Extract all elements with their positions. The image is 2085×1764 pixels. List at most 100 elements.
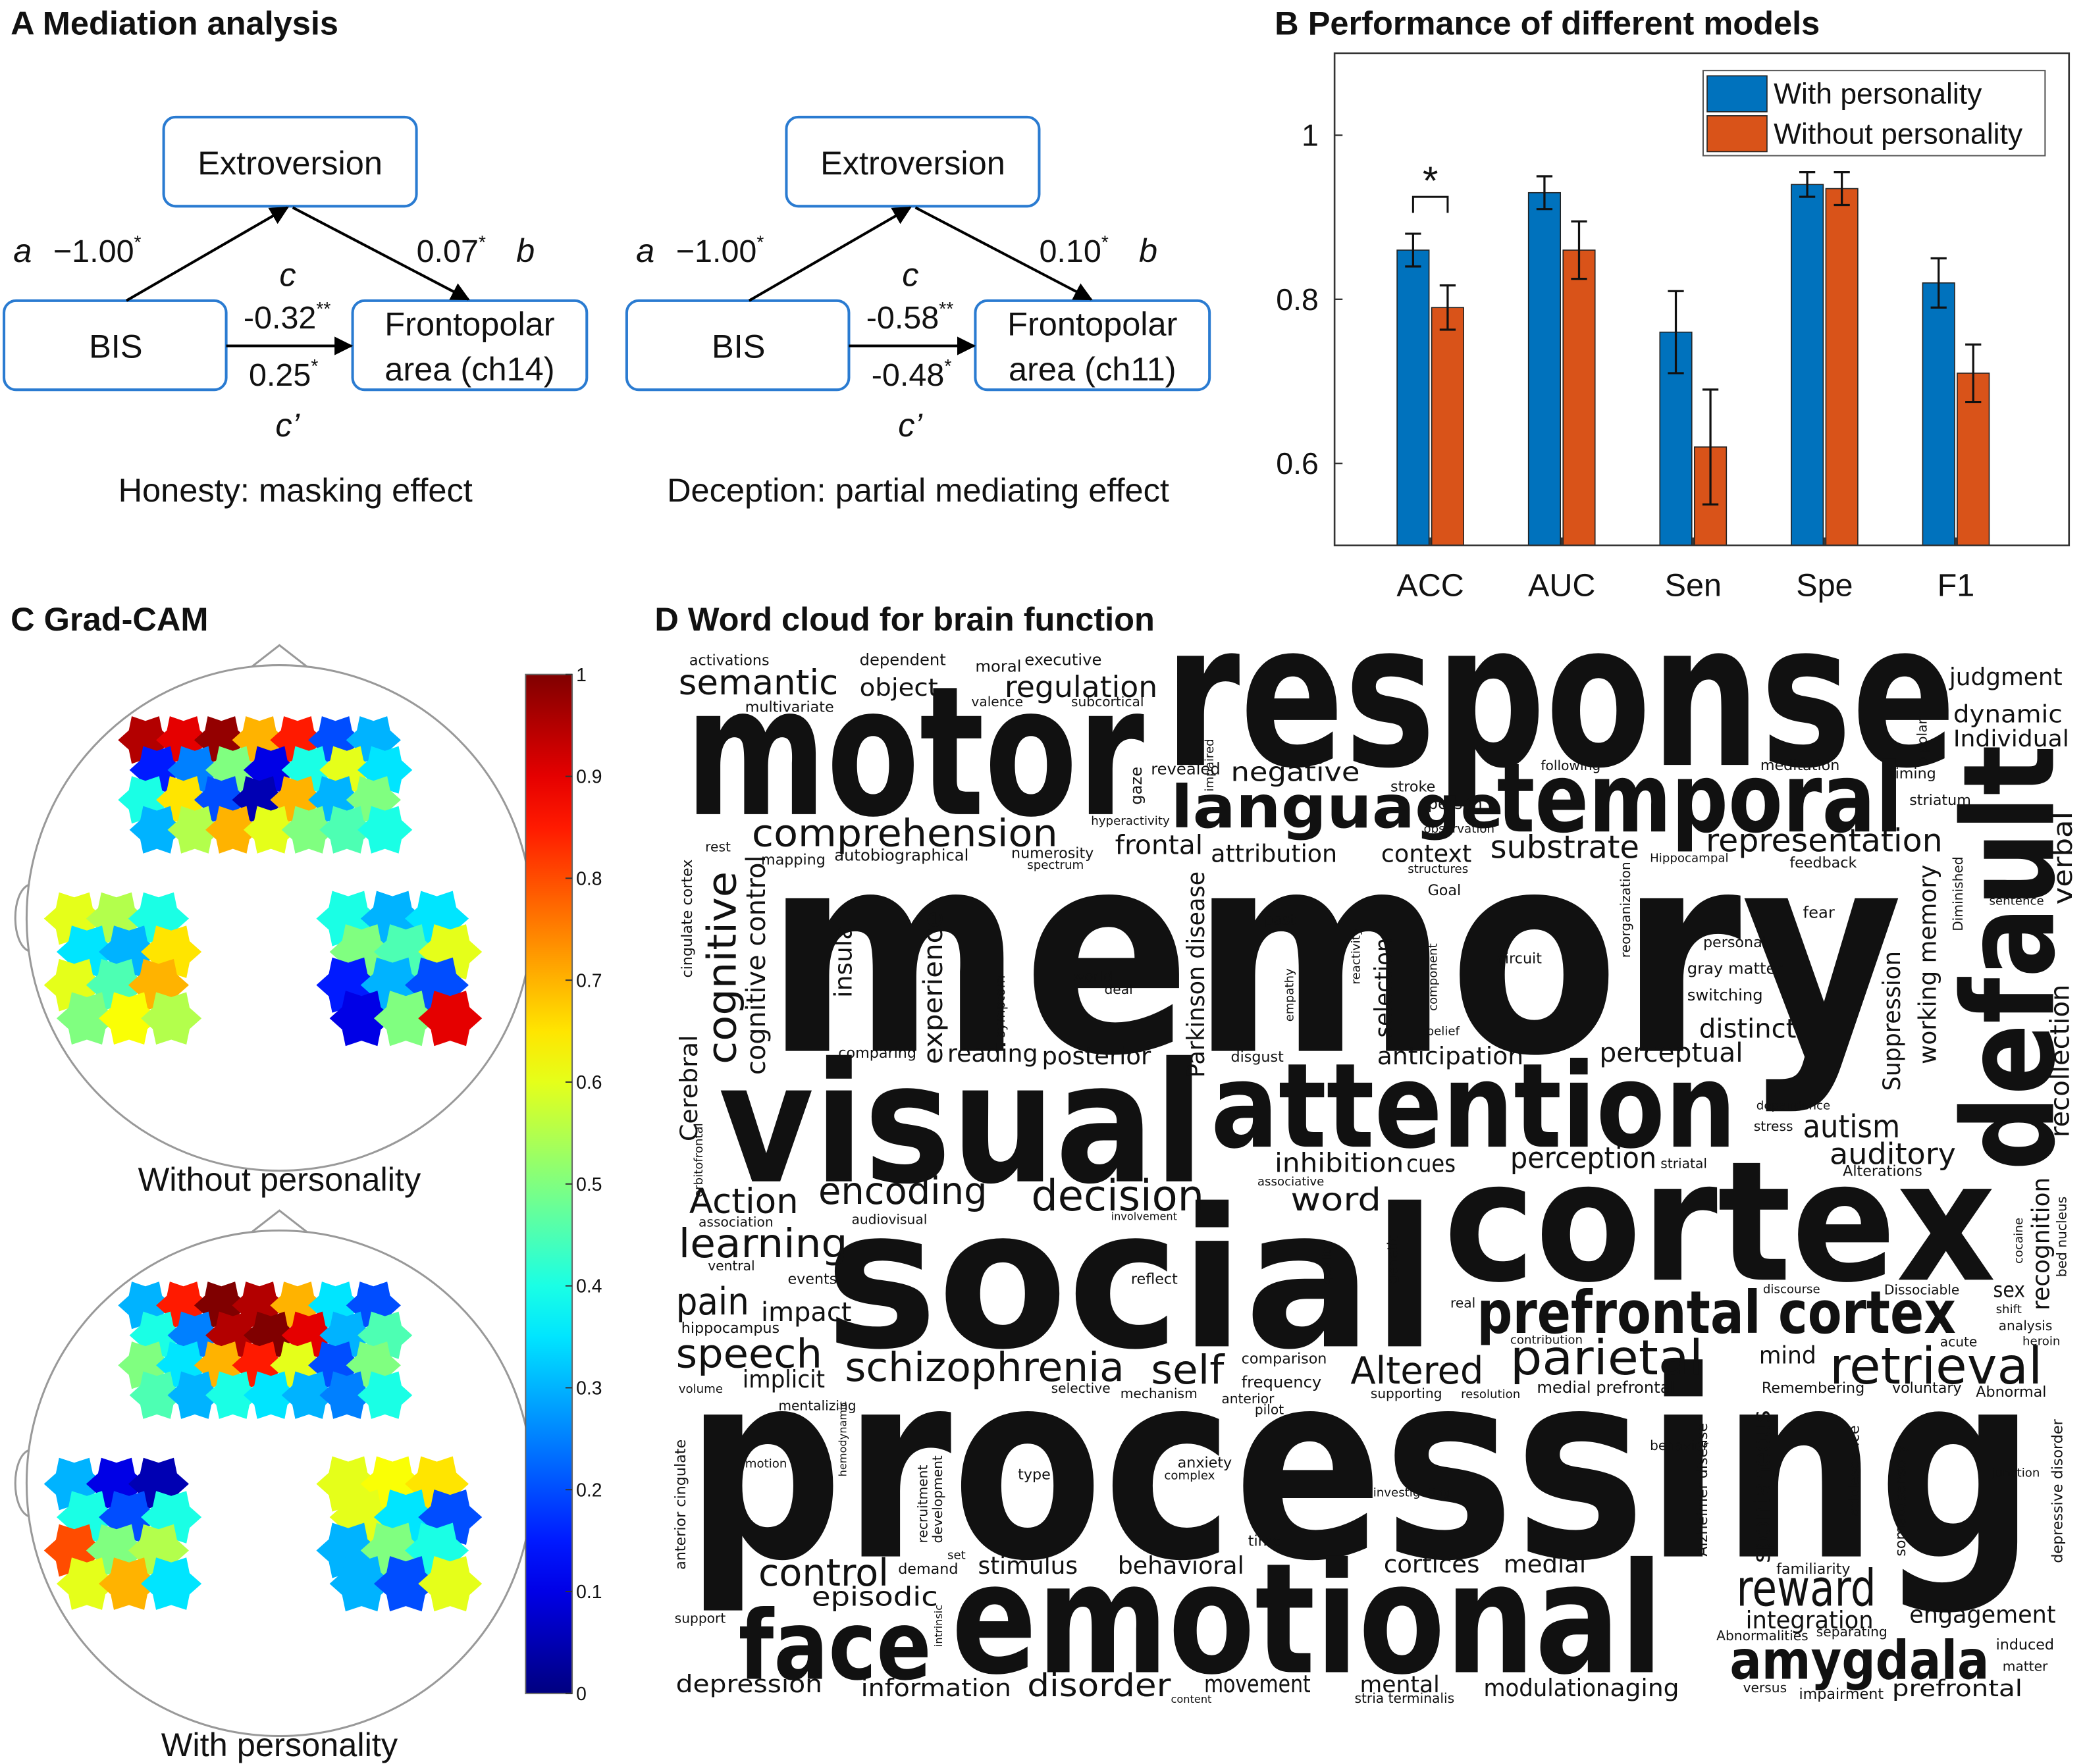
error-bar — [1439, 284, 1456, 331]
error-bar — [1965, 343, 1982, 403]
activation-patch — [141, 1557, 202, 1610]
word: development — [930, 1455, 945, 1543]
panel-d-title: D Word cloud for brain function — [654, 600, 1155, 638]
error-bar — [1571, 220, 1587, 280]
word: acute — [1940, 1334, 1978, 1349]
word: investigating — [1373, 1486, 1451, 1500]
bar — [1527, 192, 1562, 546]
x-tick-label: AUC — [1528, 567, 1595, 603]
coefficient-value: -0.58 — [866, 300, 939, 336]
word: stria terminalis — [1354, 1690, 1454, 1706]
panel-a-title: A Mediation analysis — [11, 5, 338, 42]
word: quality — [1320, 1243, 1334, 1284]
word: cues — [1406, 1150, 1456, 1178]
path-b-arrow — [292, 206, 470, 301]
word: response — [1164, 581, 1956, 812]
activation-patch — [357, 1371, 413, 1419]
word: cingulate cortex — [679, 860, 696, 978]
word: cortices — [1384, 1550, 1480, 1578]
head-map: With personality — [14, 1209, 545, 1763]
word: past — [1264, 912, 1296, 929]
activation-patch — [167, 1371, 223, 1419]
diagram-caption: Honesty: masking effect — [119, 471, 473, 509]
x-tick-label: Spe — [1796, 567, 1853, 603]
path-b-arrow — [914, 206, 1093, 301]
word: dependent — [860, 650, 946, 669]
word: Goal — [1428, 882, 1462, 899]
word: dynamic — [1953, 700, 2063, 728]
word: junction — [1992, 1466, 2040, 1480]
error-bar — [1536, 175, 1553, 211]
activation-patch — [373, 991, 438, 1047]
path-letter: c’ — [898, 406, 922, 444]
panel-c-title: C Grad-CAM — [11, 600, 208, 638]
coefficient: -0.58** — [866, 298, 954, 336]
word: Suppression — [1878, 951, 1906, 1091]
activation-patch — [56, 992, 118, 1045]
word: intrinsic — [932, 1605, 945, 1647]
word: feedback — [1789, 854, 1857, 871]
activation-patch — [141, 992, 202, 1045]
coefficient-value: −1.00 — [53, 234, 134, 269]
coefficient: -0.48* — [872, 355, 952, 393]
activation-patch — [329, 1556, 394, 1612]
word: volume — [679, 1382, 723, 1396]
activation-patch — [205, 806, 261, 854]
word: engagement — [1909, 1601, 2055, 1629]
colorbar — [525, 673, 573, 1694]
word: mechanism — [1121, 1386, 1198, 1401]
node-label: area (ch11) — [1009, 350, 1176, 388]
word: stress — [1754, 1118, 1793, 1134]
word: mind — [1759, 1341, 1816, 1370]
word: perceptual — [1599, 1037, 1743, 1068]
path-letter: a — [636, 232, 654, 269]
colorbar-tick-label: 0.9 — [576, 766, 602, 787]
coefficient-value: -0.32 — [244, 300, 317, 336]
word: observation — [1424, 822, 1494, 836]
y-tick-label: 0.6 — [1276, 446, 1319, 480]
word: context — [1381, 840, 1471, 868]
node-label: Extroversion — [198, 144, 383, 182]
word: medial prefrontal — [1537, 1378, 1674, 1397]
word: behavior — [1650, 1438, 1708, 1453]
word: events — [787, 1270, 837, 1287]
bar — [1791, 184, 1824, 546]
word: subcortical — [1071, 694, 1144, 710]
word: spectrum — [1027, 858, 1084, 872]
word: recognition — [2026, 1178, 2055, 1310]
word: default — [1936, 745, 2083, 1171]
path-letter: b — [1139, 232, 1157, 269]
word: revealed — [1151, 759, 1221, 778]
colorbar-tick-label: 0.8 — [576, 868, 602, 889]
word: personal — [1703, 934, 1766, 951]
word: person — [1428, 794, 1483, 813]
word: executive — [1024, 650, 1101, 669]
word: set — [947, 1549, 966, 1563]
word: Diminished — [1950, 856, 1966, 931]
word: cognitive control — [740, 856, 772, 1075]
word: speech — [676, 1332, 822, 1378]
word: hemodynamic — [836, 1401, 849, 1477]
path-a-arrow — [748, 206, 912, 302]
word: following — [1541, 758, 1600, 773]
word: autobiographical — [834, 846, 968, 865]
word: parietal — [1510, 1330, 1703, 1386]
word: mental — [1360, 1672, 1440, 1698]
word: demand — [898, 1561, 958, 1578]
word: content — [1171, 1693, 1212, 1705]
colorbar-tick-label: 0.6 — [576, 1072, 602, 1093]
significance: * — [311, 355, 318, 376]
word: comparison — [1242, 1351, 1327, 1368]
mediation-diagram: Extroversion BIS Frontopolar area (ch14) a b c… — [3, 115, 589, 509]
bar — [1431, 307, 1464, 546]
word: type — [1018, 1466, 1051, 1483]
word: recollection — [2044, 985, 2076, 1137]
word: prefrontal — [1892, 1676, 2022, 1702]
bar — [1825, 188, 1859, 546]
word: Abnormalities — [1716, 1628, 1808, 1644]
word: disgust — [1230, 1049, 1284, 1066]
legend-swatch — [1706, 115, 1768, 153]
activation-patch — [129, 1371, 184, 1419]
word: comparing — [838, 1045, 916, 1062]
